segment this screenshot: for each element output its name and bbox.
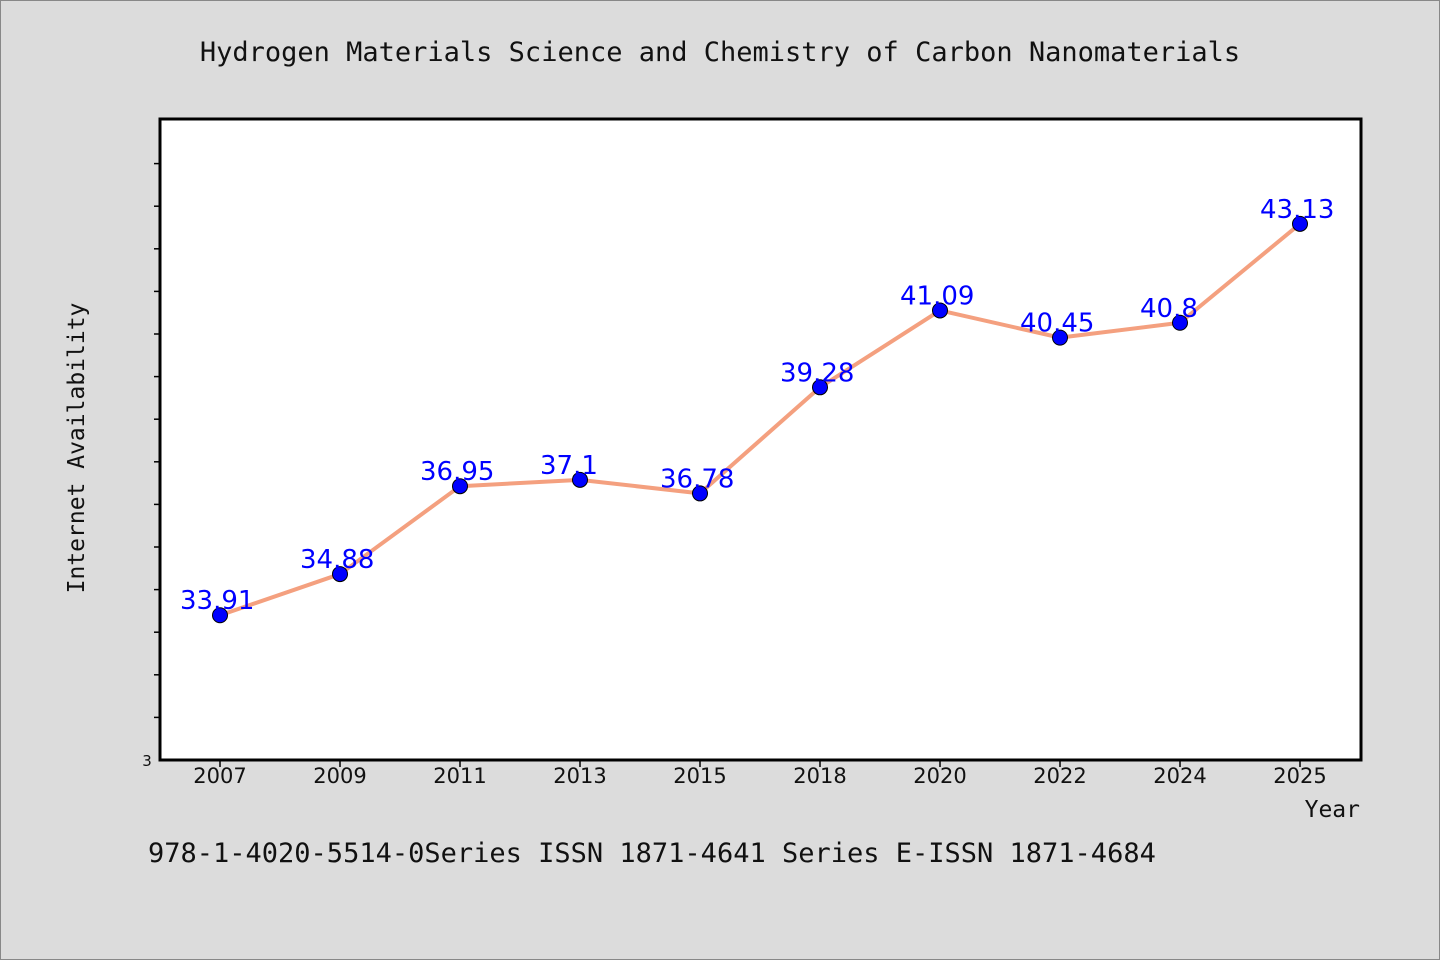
chart-title: Hydrogen Materials Science and Chemistry…: [200, 37, 1240, 68]
data-point: [1292, 215, 1308, 232]
x-tick-label: 2009: [313, 764, 366, 788]
y-axis-ticks: [154, 162, 160, 719]
x-tick-label: 2018: [793, 764, 846, 788]
data-point: [692, 485, 708, 502]
data-point: [332, 566, 348, 583]
x-axis-label: Year: [1305, 797, 1360, 823]
data-label: 43.13: [1260, 195, 1334, 225]
data-label: 36.95: [420, 457, 494, 487]
y-axis-min-tick-label: 3: [142, 752, 152, 770]
series-group: 33.91 34.88 36.95 37.1 36.78 39.28 41.09 40.45 4…: [180, 195, 1334, 624]
x-tick-label: 2022: [1033, 764, 1086, 788]
x-tick-label: 2020: [913, 764, 966, 788]
data-label: 41.09: [900, 281, 974, 311]
data-label: 34.88: [300, 545, 374, 575]
data-label: 39.28: [780, 358, 854, 388]
data-point: [212, 607, 228, 624]
x-tick-label: 2013: [553, 764, 606, 788]
data-point: [932, 302, 948, 319]
data-label: 40.45: [1020, 309, 1094, 339]
series-line: [219, 222, 1302, 618]
data-label: 40.8: [1140, 294, 1198, 324]
x-tick-label: 2007: [193, 764, 246, 788]
data-label: 37.1: [540, 451, 598, 481]
data-point: [812, 379, 828, 396]
x-tick-label: 2025: [1273, 764, 1326, 788]
data-point: [452, 478, 468, 495]
data-point: [572, 471, 588, 488]
data-point: [1052, 329, 1068, 346]
x-tick-label: 2015: [673, 764, 726, 788]
x-tick-label: 2011: [433, 764, 486, 788]
x-tick-label: 2024: [1153, 764, 1206, 788]
plot-area: [158, 117, 1363, 762]
data-point: [1172, 314, 1188, 331]
data-label: 36.78: [660, 464, 734, 494]
footer-text: 978-1-4020-5514-0Series ISSN 1871-4641 S…: [148, 838, 1156, 869]
y-axis-label: Internet Availability: [64, 303, 90, 594]
data-label: 33.91: [180, 586, 254, 616]
x-axis-ticks: 2007 2009 2011 2013 2015 2018 2020 2022 2024 2025: [193, 760, 1327, 788]
